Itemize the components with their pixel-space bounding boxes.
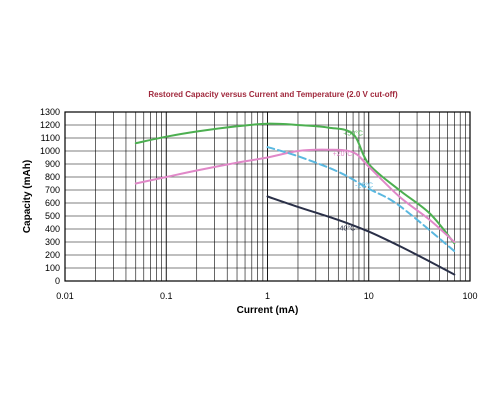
y-tick-label: 200 [45, 250, 60, 260]
x-tick-label: 0.1 [160, 291, 173, 301]
series-line [134, 122, 456, 245]
series-group [134, 122, 456, 276]
y-tick-label: 300 [45, 237, 60, 247]
x-tick-label: 100 [462, 291, 477, 301]
series-line [266, 195, 456, 276]
series-label: +20°C [333, 150, 353, 158]
chart-title: Restored Capacity versus Current and Tem… [148, 90, 398, 99]
y-tick-label: 500 [45, 211, 60, 221]
y-tick-label: 1300 [40, 107, 60, 117]
series-label: +50°C [343, 129, 363, 137]
y-tick-label: 400 [45, 224, 60, 234]
x-tick-label: 1 [265, 291, 270, 301]
series-line [266, 146, 456, 253]
y-axis-ticks: 0 100 200 300 400 500 600 700 800 900 1000 1100 1200… [40, 107, 60, 286]
y-tick-label: 100 [45, 263, 60, 273]
y-tick-label: 700 [45, 185, 60, 195]
x-axis-label: Current (mA) [237, 305, 299, 316]
y-axis-label: Capacity (mAh) [22, 160, 33, 233]
y-tick-label: 1200 [40, 120, 60, 130]
series-line [134, 148, 456, 243]
y-tick-label: 900 [45, 159, 60, 169]
x-axis-ticks: 0.01 0.1 1 10 100 [56, 291, 477, 301]
x-tick-label: 10 [364, 291, 374, 301]
y-tick-label: 600 [45, 198, 60, 208]
series-labels: +50°C +20°C -20°C -40°C [333, 129, 374, 232]
y-tick-label: 1000 [40, 146, 60, 156]
y-tick-label: 0 [55, 276, 60, 286]
series-label: -20°C [355, 181, 373, 189]
series-label: -40°C [337, 224, 355, 232]
y-tick-label: 1100 [41, 133, 60, 143]
x-tick-label: 0.01 [56, 291, 74, 301]
y-tick-label: 800 [45, 172, 60, 182]
